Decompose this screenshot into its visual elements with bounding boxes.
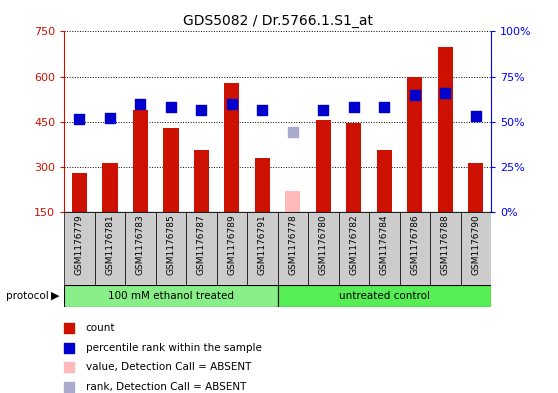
Point: [258, 107, 267, 113]
Point: [410, 92, 419, 98]
Bar: [72, 173, 87, 212]
Bar: [194, 151, 209, 212]
Point: [64, 325, 74, 331]
Text: GSM1176778: GSM1176778: [288, 215, 297, 275]
Point: [105, 115, 114, 121]
Bar: [186, 212, 217, 285]
Point: [228, 101, 237, 107]
Bar: [217, 212, 247, 285]
Text: GSM1176788: GSM1176788: [441, 215, 450, 275]
Text: GSM1176786: GSM1176786: [410, 215, 419, 275]
Text: GSM1176782: GSM1176782: [349, 215, 358, 275]
Text: value, Detection Call = ABSENT: value, Detection Call = ABSENT: [85, 362, 251, 373]
Bar: [468, 162, 483, 212]
Text: GSM1176781: GSM1176781: [105, 215, 114, 275]
Point: [136, 101, 145, 107]
Point: [349, 104, 358, 110]
Point: [166, 104, 175, 110]
Bar: [133, 110, 148, 212]
Bar: [437, 46, 453, 212]
Bar: [102, 162, 118, 212]
Point: [64, 364, 74, 371]
Bar: [277, 285, 491, 307]
Text: GSM1176790: GSM1176790: [472, 215, 480, 275]
Bar: [64, 212, 95, 285]
Bar: [163, 128, 179, 212]
Bar: [346, 123, 362, 212]
Text: protocol: protocol: [6, 290, 49, 301]
Point: [288, 129, 297, 136]
Text: GSM1176784: GSM1176784: [380, 215, 389, 275]
Point: [319, 107, 328, 114]
Point: [441, 90, 450, 96]
Bar: [430, 212, 460, 285]
Text: rank, Detection Call = ABSENT: rank, Detection Call = ABSENT: [85, 382, 246, 392]
Bar: [95, 212, 125, 285]
Text: GSM1176783: GSM1176783: [136, 215, 145, 275]
Point: [64, 384, 74, 390]
Text: 100 mM ethanol treated: 100 mM ethanol treated: [108, 291, 234, 301]
Bar: [285, 191, 300, 212]
Bar: [339, 212, 369, 285]
Text: GSM1176789: GSM1176789: [227, 215, 237, 275]
Text: count: count: [85, 323, 115, 333]
Text: GSM1176780: GSM1176780: [319, 215, 328, 275]
Bar: [224, 83, 239, 212]
Bar: [156, 212, 186, 285]
Bar: [377, 151, 392, 212]
Point: [380, 104, 389, 110]
Point: [64, 345, 74, 351]
Bar: [308, 212, 339, 285]
Point: [472, 113, 480, 119]
Bar: [460, 212, 491, 285]
Text: percentile rank within the sample: percentile rank within the sample: [85, 343, 261, 353]
Point: [75, 116, 84, 122]
Bar: [369, 212, 400, 285]
Text: GSM1176791: GSM1176791: [258, 215, 267, 275]
Bar: [278, 212, 308, 285]
Bar: [125, 212, 156, 285]
Bar: [247, 212, 277, 285]
Bar: [255, 158, 270, 212]
Bar: [64, 285, 277, 307]
Bar: [400, 212, 430, 285]
Bar: [407, 77, 422, 212]
Text: ▶: ▶: [51, 290, 60, 301]
Text: GSM1176779: GSM1176779: [75, 215, 84, 275]
Text: GSM1176787: GSM1176787: [197, 215, 206, 275]
Title: GDS5082 / Dr.5766.1.S1_at: GDS5082 / Dr.5766.1.S1_at: [182, 14, 373, 28]
Text: untreated control: untreated control: [339, 291, 430, 301]
Text: GSM1176785: GSM1176785: [166, 215, 175, 275]
Bar: [316, 120, 331, 212]
Point: [197, 107, 206, 114]
